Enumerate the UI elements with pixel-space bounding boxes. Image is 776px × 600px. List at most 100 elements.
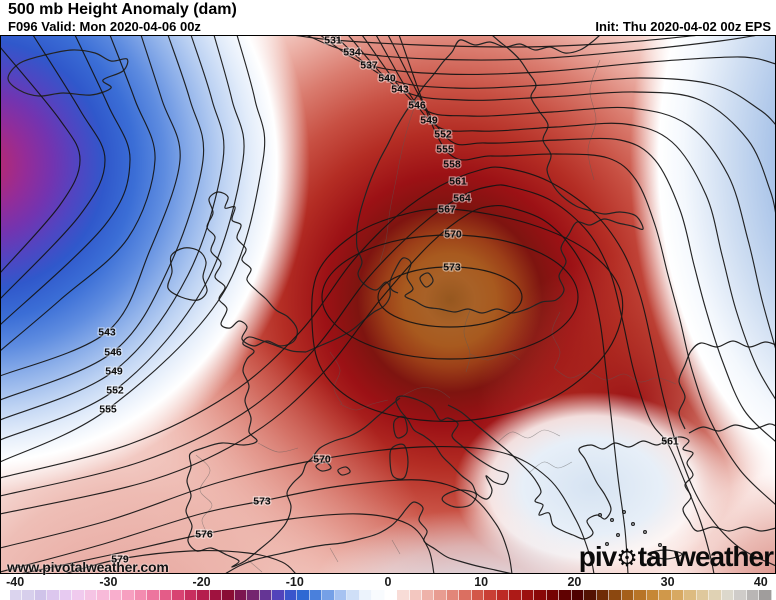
colorbar-swatch bbox=[334, 590, 348, 600]
colorbar-swatch bbox=[372, 590, 385, 600]
colorbar-swatch bbox=[746, 590, 760, 600]
colorbar-swatch bbox=[134, 590, 148, 600]
colorbar-swatch bbox=[97, 590, 110, 600]
contour-label-534: 534 bbox=[343, 47, 361, 59]
colorbar-swatch bbox=[434, 590, 447, 600]
contour-label-549: 549 bbox=[105, 366, 123, 378]
watermark-url: www.pivotalweather.com bbox=[7, 559, 169, 575]
contour-label-552: 552 bbox=[106, 385, 124, 397]
product-title: 500 mb Height Anomaly (dam) bbox=[8, 1, 237, 18]
colorbar-swatch bbox=[584, 590, 597, 600]
colorbar-swatch bbox=[471, 590, 485, 600]
anomaly-map-svg: 5315345375405435465495525555585615645675… bbox=[0, 35, 776, 574]
colorbar-swatch bbox=[521, 590, 535, 600]
colorbar-swatch bbox=[297, 590, 310, 600]
gear-icon: ⚙ bbox=[616, 545, 638, 572]
contour-label-573: 573 bbox=[443, 262, 461, 274]
colorbar-swatch bbox=[446, 590, 460, 600]
colorbar-swatch bbox=[421, 590, 435, 600]
contour-label-540: 540 bbox=[378, 73, 396, 85]
contour-label-555: 555 bbox=[99, 404, 117, 416]
colorbar-swatch bbox=[122, 590, 135, 600]
colorbar bbox=[10, 590, 772, 600]
colorbar-swatch bbox=[47, 590, 60, 600]
contour-label-564: 564 bbox=[453, 193, 471, 205]
pivotal-weather-logo: piv⚙tal weather bbox=[578, 541, 774, 573]
colorbar-swatch bbox=[247, 590, 260, 600]
country-borders bbox=[195, 59, 677, 573]
colorbar-swatch bbox=[72, 590, 85, 600]
colorbar-swatch bbox=[534, 590, 547, 600]
colorbar-swatch bbox=[272, 590, 285, 600]
height-contours bbox=[0, 35, 776, 574]
colorbar-swatch bbox=[147, 590, 160, 600]
positive-anomaly-shading bbox=[0, 35, 776, 574]
colorbar-tick--10: -10 bbox=[285, 575, 304, 589]
colorbar-swatch bbox=[734, 590, 747, 600]
colorbar-swatch bbox=[559, 590, 572, 600]
colorbar-swatch bbox=[22, 590, 35, 600]
colorbar-swatch bbox=[409, 590, 422, 600]
colorbar-swatch bbox=[322, 590, 335, 600]
colorbar-swatch bbox=[359, 590, 373, 600]
colorbar-swatch bbox=[721, 590, 735, 600]
colorbar-tick-labels: -40 -30 -20 -10 0 10 20 30 40 bbox=[0, 575, 776, 589]
colorbar-tick-0: 0 bbox=[384, 575, 392, 589]
colorbar-swatch bbox=[459, 590, 472, 600]
colorbar-swatch bbox=[709, 590, 722, 600]
colorbar-tick-40: 40 bbox=[753, 575, 768, 589]
colorbar-tick--30: -30 bbox=[99, 575, 118, 589]
contour-label-546: 546 bbox=[408, 100, 426, 112]
colorbar-swatch bbox=[609, 590, 622, 600]
colorbar-swatch bbox=[84, 590, 98, 600]
colorbar-swatch bbox=[159, 590, 173, 600]
contour-labels: 5315345375405435465495525555585615645675… bbox=[97, 35, 680, 567]
colorbar-swatch bbox=[659, 590, 672, 600]
contour-label-552: 552 bbox=[434, 129, 452, 141]
colorbar-tick-30: 30 bbox=[660, 575, 675, 589]
colorbar-swatch bbox=[671, 590, 685, 600]
colorbar-swatch bbox=[384, 590, 398, 600]
contour-label-543: 543 bbox=[98, 327, 116, 339]
colorbar-swatch bbox=[184, 590, 198, 600]
contour-label-573: 573 bbox=[253, 496, 271, 508]
contour-570-closed bbox=[321, 234, 579, 360]
colorbar-swatch bbox=[509, 590, 522, 600]
colorbar-swatch bbox=[397, 590, 410, 600]
colorbar-swatch bbox=[59, 590, 73, 600]
colorbar-swatch bbox=[484, 590, 497, 600]
colorbar-tick-20: 20 bbox=[567, 575, 582, 589]
colorbar-tick--20: -20 bbox=[192, 575, 211, 589]
contour-label-546: 546 bbox=[104, 347, 122, 359]
colorbar-swatch bbox=[309, 590, 323, 600]
colorbar-swatch bbox=[496, 590, 510, 600]
init-time-label: Init: Thu 2020-04-02 00z EPS bbox=[595, 19, 771, 34]
colorbar-swatch bbox=[284, 590, 298, 600]
colorbar-swatch bbox=[259, 590, 273, 600]
colorbar-swatch bbox=[634, 590, 647, 600]
colorbar-swatch bbox=[759, 590, 772, 600]
contour-label-555: 555 bbox=[436, 144, 454, 156]
colorbar-swatch bbox=[34, 590, 48, 600]
logo-text-tal-weather: tal weather bbox=[637, 541, 774, 572]
contour-label-537: 537 bbox=[360, 60, 378, 72]
contour-573-closed bbox=[377, 266, 523, 328]
colorbar-swatch bbox=[222, 590, 235, 600]
contour-label-561: 561 bbox=[449, 176, 467, 188]
contour-label-549: 549 bbox=[420, 115, 438, 127]
valid-time-label: F096 Valid: Mon 2020-04-06 00z bbox=[8, 19, 201, 34]
colorbar-swatch bbox=[696, 590, 710, 600]
contour-label-558: 558 bbox=[443, 159, 461, 171]
colorbar-swatch bbox=[10, 590, 23, 600]
colorbar-swatch bbox=[197, 590, 210, 600]
colorbar-swatch bbox=[646, 590, 660, 600]
colorbar-swatch bbox=[684, 590, 697, 600]
logo-text-piv: piv bbox=[578, 541, 617, 572]
colorbar-swatch bbox=[596, 590, 610, 600]
contour-label-567: 567 bbox=[438, 204, 456, 216]
colorbar-tick--40: -40 bbox=[6, 575, 25, 589]
colorbar-swatch bbox=[109, 590, 123, 600]
colorbar-swatch bbox=[209, 590, 223, 600]
colorbar-swatch bbox=[347, 590, 360, 600]
